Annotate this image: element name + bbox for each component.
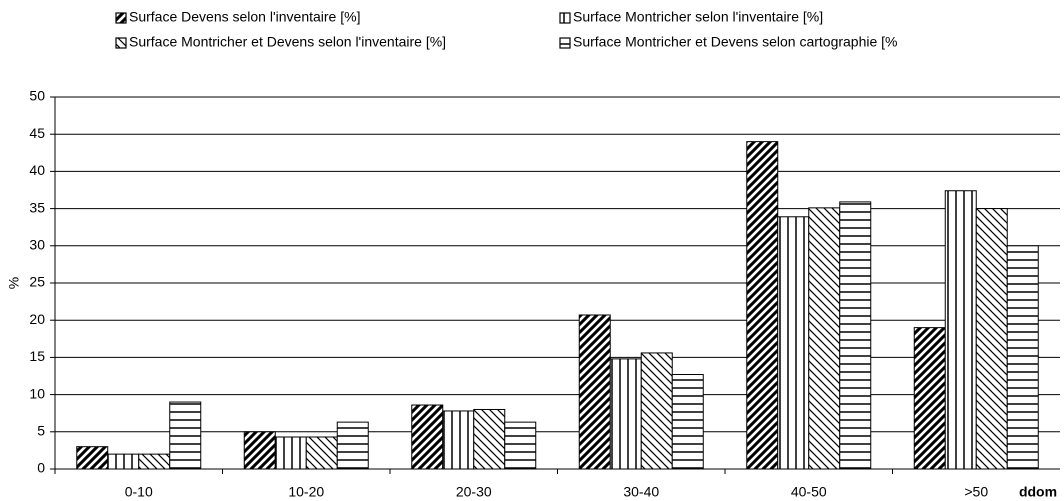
y-tick-label: 40 [29, 162, 45, 178]
bar [975, 208, 1008, 470]
bar [839, 201, 872, 470]
bar [609, 358, 642, 470]
bar [913, 327, 946, 470]
x-tick-label: 30-40 [623, 484, 659, 500]
bar [411, 404, 444, 470]
x-tick-label: 20-30 [456, 484, 492, 500]
legend-swatch [559, 12, 571, 24]
x-tick-label: 40-50 [791, 484, 827, 500]
y-tick-label: 10 [29, 385, 45, 401]
y-axis-label: % [6, 277, 22, 289]
y-tick-label: 20 [29, 311, 45, 327]
legend-label: Surface Montricher et Devens selon l'inv… [129, 34, 446, 50]
legend-label: Surface Montricher et Devens selon carto… [573, 34, 898, 50]
y-tick-label: 30 [29, 237, 45, 253]
bar [808, 207, 841, 470]
bar [442, 410, 475, 470]
legend-swatch [559, 37, 571, 49]
bar [274, 436, 307, 470]
x-tick-label: 10-20 [288, 484, 324, 500]
y-tick-label: 0 [37, 460, 45, 476]
bar [76, 446, 109, 470]
bar [504, 421, 537, 470]
bar [640, 352, 673, 470]
bar [169, 401, 202, 470]
bar [243, 431, 276, 470]
bar [138, 453, 171, 470]
bar [944, 190, 977, 470]
y-tick-label: 35 [29, 199, 45, 215]
bar [671, 374, 704, 470]
legend-swatch [115, 37, 127, 49]
legend-swatch [115, 12, 127, 24]
y-tick-label: 5 [37, 423, 45, 439]
bar [777, 216, 810, 470]
y-tick-label: 25 [29, 274, 45, 290]
x-axis-label: ddom [1019, 484, 1057, 500]
bar [746, 141, 779, 470]
bar [107, 453, 140, 470]
x-tick-label: >50 [964, 484, 988, 500]
bar [1006, 245, 1039, 470]
bar [305, 436, 338, 470]
x-tick-label: 0-10 [125, 484, 153, 500]
bar [578, 314, 611, 470]
y-tick-label: 50 [29, 88, 45, 104]
y-tick-label: 15 [29, 348, 45, 364]
legend-label: Surface Montricher selon l'inventaire [%… [573, 9, 823, 25]
legend-label: Surface Devens selon l'inventaire [%] [129, 9, 360, 25]
bar [336, 421, 369, 470]
y-tick-label: 45 [29, 125, 45, 141]
bar [473, 408, 506, 470]
